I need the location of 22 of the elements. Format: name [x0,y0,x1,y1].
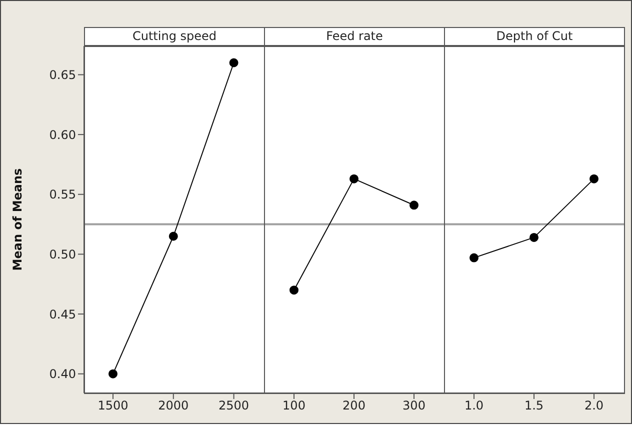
x-tick-label: 100 [282,398,306,413]
point [168,232,178,241]
point [229,58,238,68]
x-tick-label: 2.0 [584,398,604,413]
point [108,369,118,378]
x-tick-label: 300 [402,398,426,413]
chart-title: Feed rate [264,27,445,46]
x-tick-label: 1.5 [524,398,544,413]
x-tick-label: 1.0 [464,398,484,413]
y-tick-label: 0.40 [49,367,76,382]
x-tick-label: 200 [342,398,366,413]
chart-title: Cutting speed [84,27,265,46]
x-tick-label: 1500 [98,398,128,413]
y-axis-title: Mean of Means [10,168,24,271]
y-tick-label: 0.50 [49,247,76,262]
x-tick-label: 2500 [218,398,250,413]
y-tick-label: 0.65 [49,68,76,82]
y-tick-label: 0.45 [49,307,76,322]
y-tick-label: 0.60 [49,128,76,142]
chart-title: Depth of Cut [444,27,625,46]
x-tick-label: 2000 [158,398,189,413]
y-tick-label: 0.55 [49,188,76,202]
